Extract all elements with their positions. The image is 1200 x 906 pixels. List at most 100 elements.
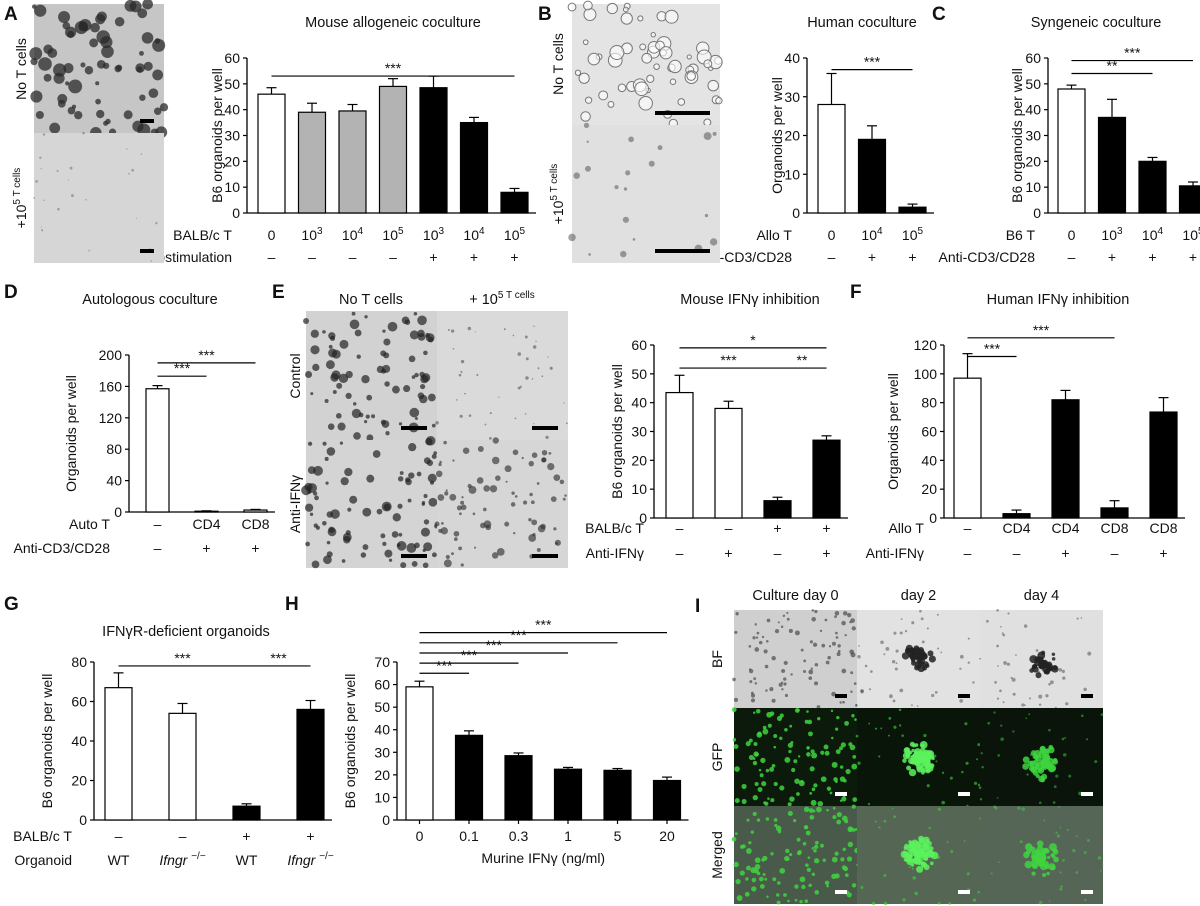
cell-blob xyxy=(754,864,761,870)
cell-blob xyxy=(891,807,894,810)
cell-blob xyxy=(524,335,528,339)
cell-blob xyxy=(365,414,370,419)
cell-blob xyxy=(313,465,323,476)
cell-blob xyxy=(880,640,884,645)
y-tick-label: 60 xyxy=(374,677,390,693)
cell-blob xyxy=(808,731,813,737)
cell-blob xyxy=(159,103,169,112)
cell-blob xyxy=(33,197,35,199)
cell-blob xyxy=(733,861,739,868)
cell-blob xyxy=(849,649,854,655)
cell-blob xyxy=(495,475,501,481)
cell-blob xyxy=(748,645,752,648)
cell-blob xyxy=(326,540,331,545)
cell-blob xyxy=(854,718,857,721)
cell-blob xyxy=(1028,697,1031,700)
cell-blob xyxy=(766,618,771,623)
cell-blob xyxy=(638,96,653,111)
cell-blob xyxy=(753,677,757,681)
cell-blob xyxy=(735,878,741,885)
cell-blob xyxy=(899,631,903,635)
y-tick-label: 80 xyxy=(106,441,122,457)
cell-blob xyxy=(808,808,814,813)
cell-blob xyxy=(420,527,430,537)
cell-blob xyxy=(994,681,997,684)
cell-blob xyxy=(847,841,854,848)
cell-blob xyxy=(732,677,736,682)
cell-blob xyxy=(474,546,477,549)
cell-blob xyxy=(403,385,411,393)
cell-blob xyxy=(914,891,919,896)
cell-blob xyxy=(853,682,857,685)
cell-blob xyxy=(483,485,490,492)
condition-value: CD8 xyxy=(241,516,269,532)
cell-blob xyxy=(587,52,601,66)
cell-blob xyxy=(753,711,756,714)
cell-cluster xyxy=(1043,670,1048,674)
cell-blob xyxy=(372,450,381,458)
cell-blob xyxy=(659,46,673,60)
cell-blob xyxy=(749,680,753,684)
y-tick-label: 30 xyxy=(374,744,390,760)
bar xyxy=(953,377,982,519)
cell-blob xyxy=(489,412,492,415)
cell-blob xyxy=(765,817,770,821)
cell-blob xyxy=(669,78,677,86)
y-tick-label: 10 xyxy=(224,179,240,195)
cell-blob xyxy=(460,500,465,505)
cell-blob xyxy=(752,757,756,761)
cell-blob xyxy=(744,891,750,897)
cell-blob xyxy=(851,804,856,809)
cell-blob xyxy=(996,797,999,799)
panel-label: H xyxy=(285,594,299,615)
bar xyxy=(763,500,792,519)
cell-blob xyxy=(57,99,66,108)
significance-label: *** xyxy=(864,54,881,70)
cell-blob xyxy=(752,636,756,640)
cell-blob xyxy=(38,57,52,71)
cell-blob xyxy=(421,500,426,505)
cell-blob xyxy=(816,806,822,813)
cell-blob xyxy=(498,396,500,398)
cell-blob xyxy=(1048,728,1051,732)
cell-cluster xyxy=(1047,855,1051,859)
cell-blob xyxy=(686,71,696,81)
micrograph-background xyxy=(572,125,720,263)
cell-blob xyxy=(759,773,764,778)
cell-blob xyxy=(312,363,320,372)
cell-cluster xyxy=(1040,660,1048,668)
condition-value: – xyxy=(308,249,316,265)
cell-blob xyxy=(437,494,445,501)
micrograph-col-label: day 2 xyxy=(901,588,936,604)
cell-blob xyxy=(1021,807,1026,811)
cell-blob xyxy=(582,39,589,46)
cell-blob xyxy=(990,872,993,875)
cell-blob xyxy=(511,491,515,495)
cell-blob xyxy=(517,386,521,390)
cell-blob xyxy=(417,315,427,326)
cell-blob xyxy=(74,110,83,120)
cell-blob xyxy=(562,497,566,501)
cell-blob xyxy=(804,719,809,724)
panel-label: B xyxy=(538,4,552,25)
condition-value: + xyxy=(822,520,830,536)
cell-cluster xyxy=(1022,763,1029,770)
cell-blob xyxy=(941,771,945,774)
y-axis-label: B6 organoids per well xyxy=(1009,68,1025,203)
cell-blob xyxy=(547,462,555,471)
y-tick-label: 50 xyxy=(224,76,240,92)
cell-blob xyxy=(505,480,508,483)
cell-blob xyxy=(841,620,846,626)
cell-blob xyxy=(440,527,448,535)
cell-blob xyxy=(408,443,417,452)
cell-blob xyxy=(580,111,591,122)
cell-blob xyxy=(382,541,387,546)
cell-cluster xyxy=(1051,657,1056,661)
cell-blob xyxy=(425,333,435,343)
cell-blob xyxy=(344,467,353,477)
cell-blob xyxy=(733,697,739,702)
cell-blob xyxy=(400,562,407,569)
cell-blob xyxy=(325,481,329,485)
cell-blob xyxy=(964,722,968,726)
cell-blob xyxy=(894,667,898,671)
